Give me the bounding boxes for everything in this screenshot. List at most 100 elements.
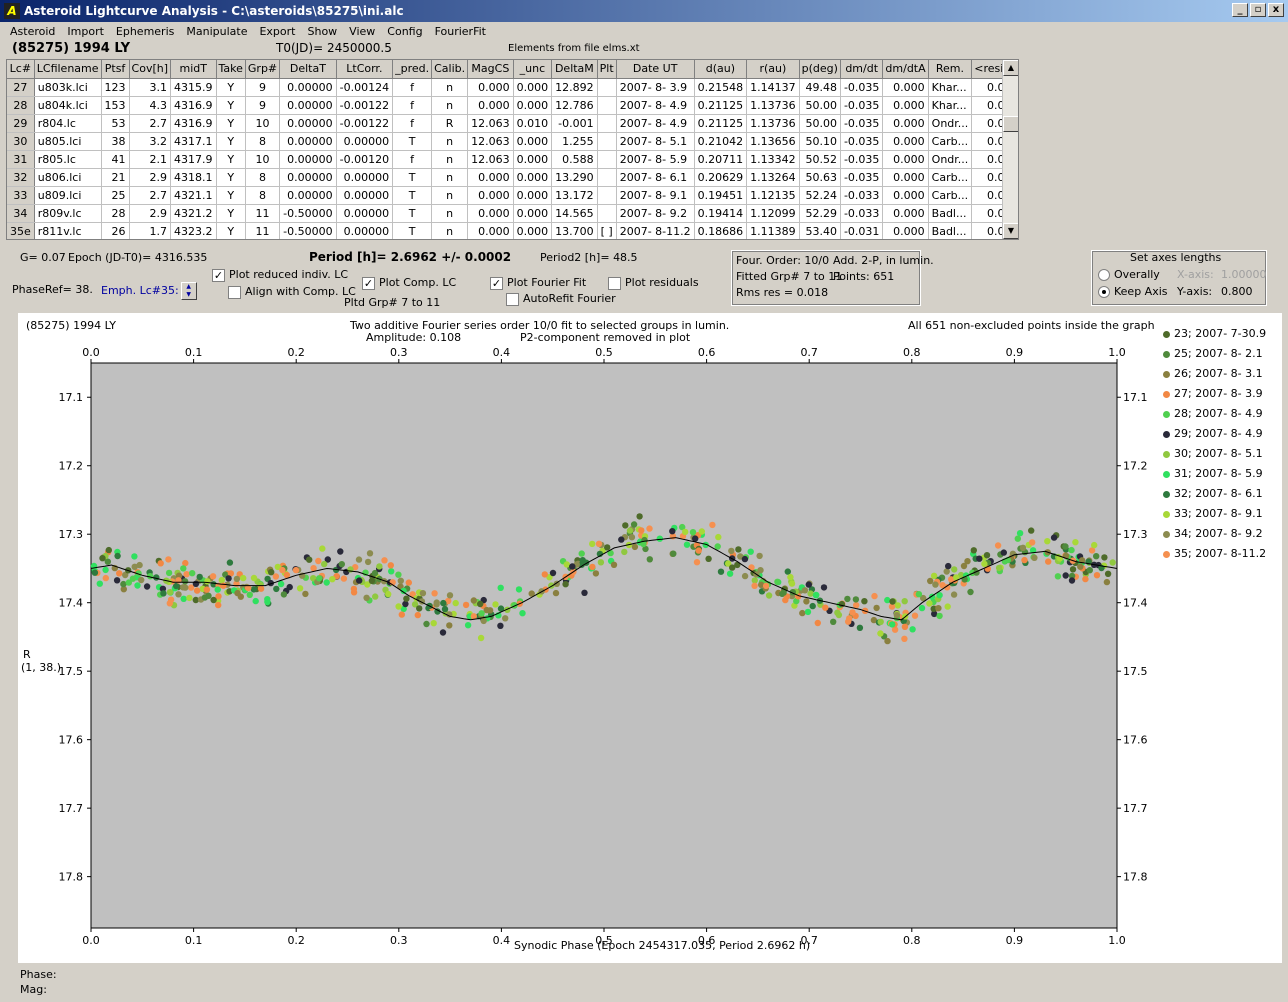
table-cell[interactable]: Y <box>216 186 246 205</box>
radio-selected[interactable] <box>1098 286 1110 298</box>
table-row[interactable]: 28 u804k.lci 153 4.3 4316.9 Y 9 0.00000 -0.00122… <box>7 96 1018 115</box>
table-cell[interactable]: -0.035 <box>840 150 884 169</box>
table-cell[interactable]: n <box>431 168 469 187</box>
table-cell[interactable]: 0.000 <box>467 168 514 187</box>
table-cell[interactable]: 1.12135 <box>746 186 800 205</box>
column-header[interactable]: Lc# <box>7 60 35 79</box>
checkbox-unchecked[interactable] <box>608 276 621 290</box>
table-cell[interactable]: 0.00000 <box>279 132 337 151</box>
table-cell[interactable]: 0.000 <box>467 222 514 239</box>
table-cell[interactable]: 0.00000 <box>279 114 337 133</box>
column-header[interactable]: _pred. <box>392 60 433 79</box>
table-cell[interactable]: 10 <box>245 150 281 169</box>
table-cell[interactable]: 0.000 <box>882 204 929 223</box>
table-cell[interactable]: T <box>392 204 433 223</box>
table-cell[interactable]: 2007- 8- 4.9 <box>616 96 695 115</box>
column-header[interactable]: _unc <box>513 60 553 79</box>
table-cell[interactable]: 1.13264 <box>746 168 800 187</box>
column-header[interactable]: Date UT <box>616 60 695 79</box>
table-cell[interactable]: R <box>431 114 469 133</box>
table-cell[interactable]: 1.7 <box>129 222 172 239</box>
row-header[interactable]: 32 <box>7 168 35 187</box>
table-cell[interactable]: f <box>392 78 433 97</box>
table-cell[interactable]: 52.24 <box>799 186 841 205</box>
menu-show[interactable]: Show <box>307 25 338 38</box>
table-cell[interactable]: -0.031 <box>840 222 884 239</box>
table-cell[interactable]: 49.48 <box>799 78 841 97</box>
checkbox-checked[interactable]: ✓ <box>490 276 503 290</box>
table-cell[interactable]: 11 <box>245 204 281 223</box>
table-cell[interactable]: 2007- 8- 9.2 <box>616 204 695 223</box>
table-cell[interactable]: 25 <box>101 186 130 205</box>
menu-config[interactable]: Config <box>387 25 423 38</box>
table-cell[interactable]: 2007- 8- 9.1 <box>616 186 695 205</box>
table-cell[interactable]: 8 <box>245 132 281 151</box>
table-cell[interactable]: 50.00 <box>799 114 841 133</box>
table-row[interactable]: 27 u803k.lci 123 3.1 4315.9 Y 9 0.00000 -0.00124… <box>7 78 1018 97</box>
table-cell[interactable]: 3.1 <box>129 78 172 97</box>
table-cell[interactable]: -0.033 <box>840 186 884 205</box>
table-cell[interactable]: 12.892 <box>551 78 598 97</box>
scroll-down-button[interactable]: ▼ <box>1003 223 1018 239</box>
table-cell[interactable]: 2007- 8- 5.1 <box>616 132 695 151</box>
table-cell[interactable]: T <box>392 186 433 205</box>
table-cell[interactable]: 2.9 <box>129 168 172 187</box>
table-cell[interactable]: Y <box>216 78 246 97</box>
table-cell[interactable]: n <box>431 222 469 239</box>
table-cell[interactable]: Y <box>216 96 246 115</box>
table-cell[interactable]: 0.000 <box>882 222 929 239</box>
column-header[interactable]: dm/dt <box>840 60 884 79</box>
table-cell[interactable]: Khar... <box>928 96 973 115</box>
table-cell[interactable]: -0.00124 <box>336 78 394 97</box>
close-button[interactable]: x <box>1268 3 1284 17</box>
table-cell[interactable] <box>597 96 617 115</box>
table-cell[interactable]: r804.lc <box>34 114 102 133</box>
table-cell[interactable]: 0.21125 <box>694 96 748 115</box>
table-cell[interactable]: 2007- 8- 4.9 <box>616 114 695 133</box>
table-cell[interactable]: 4316.9 <box>170 96 217 115</box>
table-cell[interactable]: 0.00000 <box>279 186 337 205</box>
table-cell[interactable]: 0.000 <box>513 204 553 223</box>
table-cell[interactable]: 14.565 <box>551 204 598 223</box>
column-header[interactable]: LCfilename <box>34 60 102 79</box>
table-cell[interactable]: 52.29 <box>799 204 841 223</box>
table-cell[interactable]: 0.00000 <box>336 204 394 223</box>
table-cell[interactable]: u806.lci <box>34 168 102 187</box>
menu-fourierfit[interactable]: FourierFit <box>434 25 486 38</box>
table-cell[interactable]: Y <box>216 204 246 223</box>
row-header[interactable]: 29 <box>7 114 35 133</box>
table-cell[interactable]: 1.13342 <box>746 150 800 169</box>
table-cell[interactable]: 4316.9 <box>170 114 217 133</box>
table-cell[interactable]: 0.000 <box>882 114 929 133</box>
table-cell[interactable]: f <box>392 114 433 133</box>
table-cell[interactable]: 9 <box>245 78 281 97</box>
scroll-up-button[interactable]: ▲ <box>1003 60 1018 76</box>
legend-item[interactable]: 31; 2007- 8- 5.9 <box>1163 467 1263 480</box>
table-cell[interactable]: 53.40 <box>799 222 841 239</box>
table-cell[interactable]: 0.000 <box>882 186 929 205</box>
table-cell[interactable]: 123 <box>101 78 130 97</box>
row-header[interactable]: 34 <box>7 204 35 223</box>
table-cell[interactable]: 4321.2 <box>170 204 217 223</box>
table-cell[interactable]: Y <box>216 132 246 151</box>
table-cell[interactable]: Carb... <box>928 186 973 205</box>
table-cell[interactable]: 0.00000 <box>336 222 394 239</box>
table-cell[interactable]: f <box>392 96 433 115</box>
scroll-thumb[interactable] <box>1003 116 1018 132</box>
table-cell[interactable]: n <box>431 186 469 205</box>
legend-item[interactable]: 26; 2007- 8- 3.1 <box>1163 367 1263 380</box>
table-cell[interactable]: Y <box>216 222 246 239</box>
table-cell[interactable]: 0.588 <box>551 150 598 169</box>
table-cell[interactable]: 4321.1 <box>170 186 217 205</box>
column-header[interactable]: Calib. <box>431 60 469 79</box>
table-row[interactable]: 34 r809v.lc 28 2.9 4321.2 Y 11 -0.50000 0.00000 T… <box>7 204 1018 223</box>
table-cell[interactable]: -0.035 <box>840 78 884 97</box>
table-cell[interactable]: 0.20629 <box>694 168 748 187</box>
table-cell[interactable]: 3.2 <box>129 132 172 151</box>
table-row[interactable]: 29 r804.lc 53 2.7 4316.9 Y 10 0.00000 -0.00122 f R… <box>7 114 1018 133</box>
column-header[interactable]: DeltaT <box>279 60 337 79</box>
table-cell[interactable]: 0.000 <box>467 186 514 205</box>
table-cell[interactable]: 2.7 <box>129 186 172 205</box>
